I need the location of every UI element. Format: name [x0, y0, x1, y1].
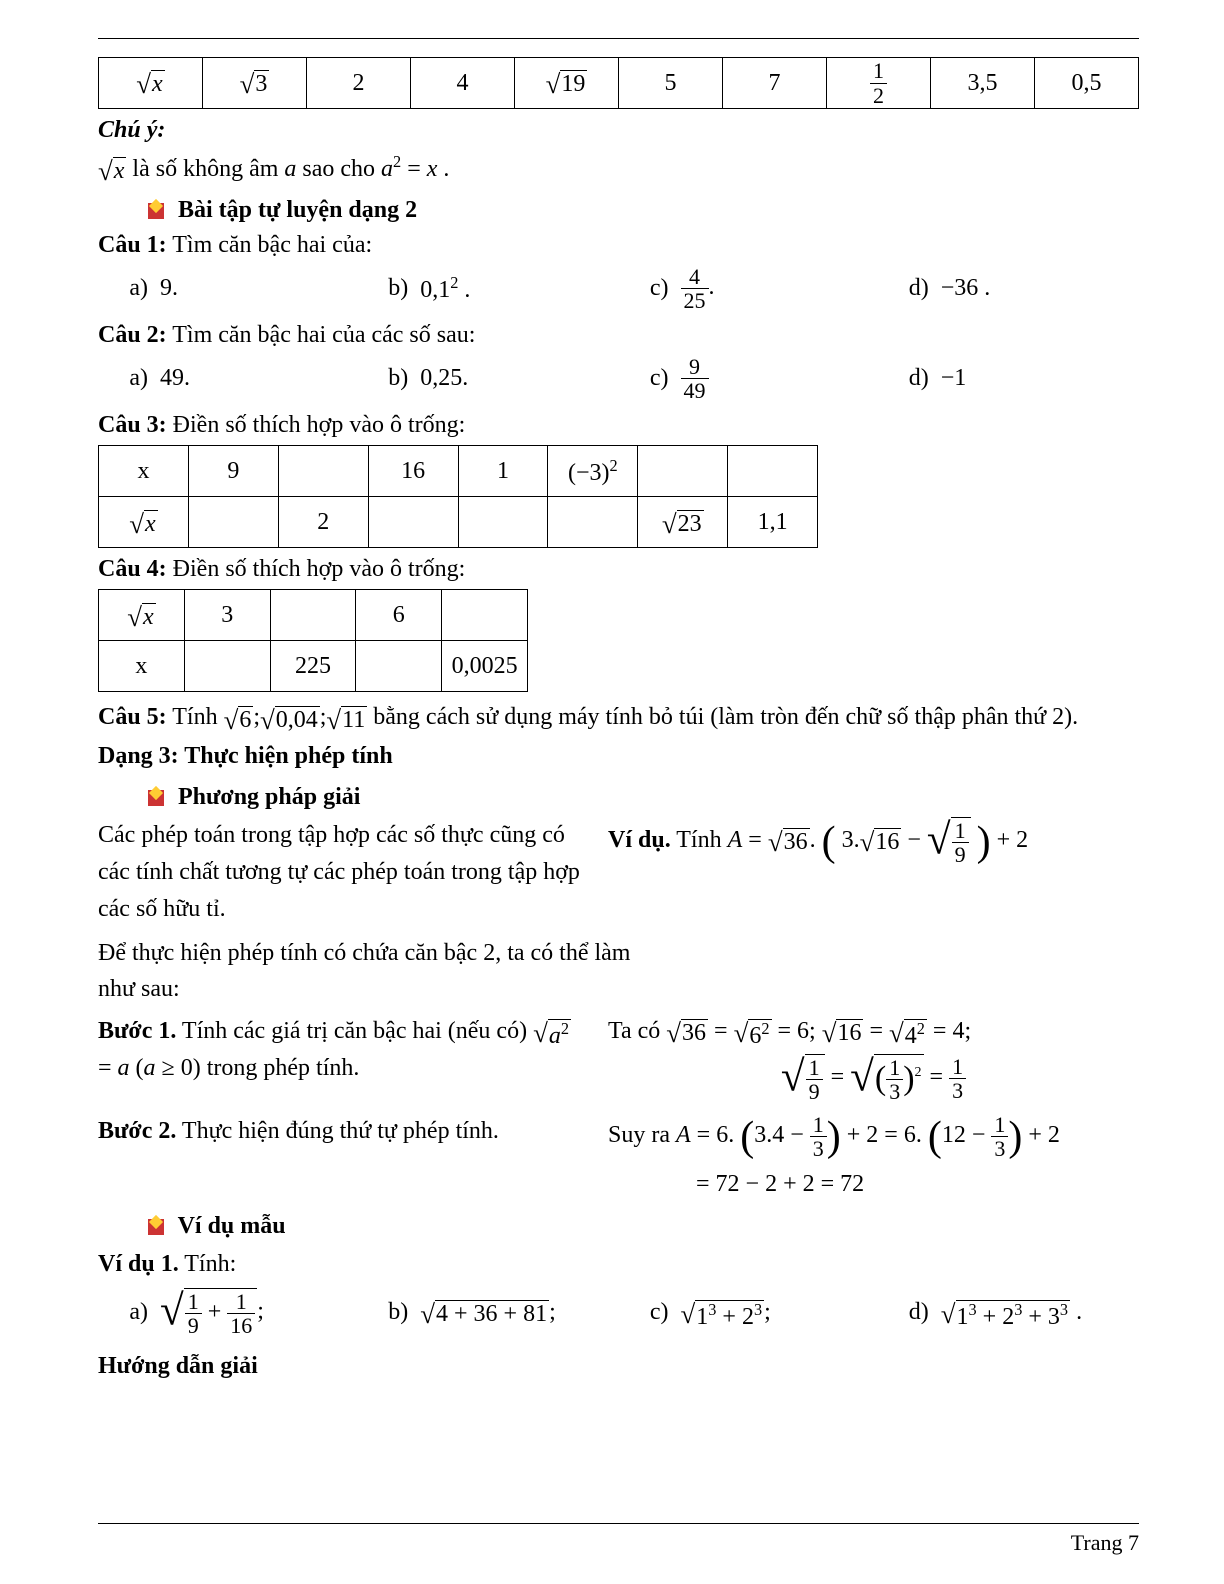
cell: 2: [307, 58, 411, 109]
cell: [638, 446, 728, 497]
right-col: Ví dụ. Tính A = √36. ( 3.√16 − √19 ) + 2: [608, 817, 1139, 929]
cell: √3: [203, 58, 307, 109]
text: a: [284, 156, 296, 182]
opt: −36 .: [941, 275, 991, 302]
cau4-table: √x 3 6 x 225 0,0025: [98, 589, 528, 692]
math-line2: = 72 − 2 + 2 = 72: [608, 1166, 1139, 1203]
cell: 9: [188, 446, 278, 497]
cau5: Câu 5: Tính √6;√0,04;√11 bằng cách sử dụ…: [98, 704, 1139, 732]
bullet-icon: [148, 1219, 164, 1235]
cell: √23: [638, 497, 728, 548]
chu-y-line: √x là số không âm a sao cho a2 = x .: [98, 150, 1139, 187]
opt: 949: [681, 355, 709, 402]
opt: 0,12 .: [420, 273, 470, 304]
bullet-icon: [148, 790, 164, 806]
left-col: Các phép toán trong tập hợp các số thực …: [98, 817, 588, 929]
cell: 3: [184, 590, 270, 641]
vd1-options: a) √ 19 + 116 ; b) √4 + 36 + 81; c) √13 …: [98, 1288, 1139, 1337]
chu-y-label: Chú ý:: [98, 117, 1139, 144]
cell: 3,5: [931, 58, 1035, 109]
cell: [368, 497, 458, 548]
right-col: Ta có √36 = √62 = 6; √16 = √42 = 4; √19 …: [608, 1013, 1139, 1103]
cell: √x: [99, 58, 203, 109]
math: A = √36. ( 3.√16 − √19 ) + 2: [728, 827, 1029, 853]
right-col: Suy ra A = 6. (3.4 − 13) + 2 = 6. (12 − …: [608, 1113, 1139, 1203]
opt: √ 19 + 116 ;: [160, 1288, 264, 1337]
huongdan: Hướng dẫn giải: [98, 1348, 1139, 1384]
cell: x: [99, 641, 185, 692]
table-row: √x 3 6: [99, 590, 528, 641]
opt: 0,25.: [420, 365, 468, 392]
cell: 225: [270, 641, 356, 692]
cell: 5: [619, 58, 723, 109]
cau4: Câu 4: Điền số thích hợp vào ô trống:: [98, 556, 1139, 583]
table-row: x 225 0,0025: [99, 641, 528, 692]
cell: [458, 497, 548, 548]
opt: −1: [941, 365, 967, 392]
cell: [442, 590, 528, 641]
section-label: Phương pháp giải: [178, 784, 360, 810]
cell: (−3)2: [548, 446, 638, 497]
top-table: √x √3 2 4 √19 5 7 12 3,5 0,5: [98, 57, 1139, 109]
section-title: Bài tập tự luyện dạng 2: [148, 197, 1139, 224]
bottom-rule: [98, 1523, 1139, 1524]
text: Các phép toán trong tập hợp các số thực …: [98, 822, 580, 922]
left-text2: Để thực hiện phép tính có chứa căn bậc 2…: [98, 935, 658, 1007]
cell: [188, 497, 278, 548]
section-title: Ví dụ mẫu: [148, 1213, 1139, 1240]
cell: 0,0025: [442, 641, 528, 692]
page: √x √3 2 4 √19 5 7 12 3,5 0,5 Chú ý: √x l…: [0, 0, 1224, 1584]
cell: 1,1: [728, 497, 818, 548]
dang3-title: Dạng 3: Thực hiện phép tính: [98, 738, 1139, 774]
cau2-options: a)49. b)0,25. c)949 d)−1: [98, 355, 1139, 402]
left-col: Bước 2. Thực hiện đúng thứ tự phép tính.: [98, 1113, 588, 1203]
cell: √19: [515, 58, 619, 109]
top-rule: [98, 38, 1139, 39]
cau3: Câu 3: Điền số thích hợp vào ô trống:: [98, 412, 1139, 439]
cell: [356, 641, 442, 692]
opt: 9.: [160, 275, 178, 302]
opt: 425.: [681, 265, 715, 312]
cell: 4: [411, 58, 515, 109]
cau2: Câu 2: Tìm căn bậc hai của các số sau:: [98, 322, 1139, 349]
cell: [184, 641, 270, 692]
section-title: Phương pháp giải: [148, 784, 1139, 811]
opt: √4 + 36 + 81;: [420, 1299, 556, 1327]
cell: [728, 446, 818, 497]
cell: 2: [278, 497, 368, 548]
cell: √x: [99, 590, 185, 641]
page-number: Trang 7: [1071, 1530, 1139, 1556]
cell: 7: [723, 58, 827, 109]
bullet-icon: [148, 203, 164, 219]
cell: 16: [368, 446, 458, 497]
two-col: Các phép toán trong tập hợp các số thực …: [98, 817, 1139, 929]
cau1: Câu 1: Tìm căn bậc hai của:: [98, 232, 1139, 259]
cell: 1: [458, 446, 548, 497]
cell: 6: [356, 590, 442, 641]
section-label: Bài tập tự luyện dạng 2: [178, 197, 417, 223]
text: a2 = x .: [381, 156, 449, 182]
buoc2-row: Bước 2. Thực hiện đúng thứ tự phép tính.…: [98, 1113, 1139, 1203]
opt: √13 + 23 + 33 .: [941, 1299, 1082, 1327]
text: sao cho: [296, 156, 381, 182]
cell: 0,5: [1035, 58, 1139, 109]
cell: [278, 446, 368, 497]
vd1: Ví dụ 1. Tính:: [98, 1246, 1139, 1282]
cell: √x: [99, 497, 189, 548]
table-row: x 9 16 1 (−3)2: [99, 446, 818, 497]
text: là số không âm: [132, 156, 284, 182]
opt: √13 + 23;: [681, 1299, 771, 1327]
cell: 12: [827, 58, 931, 109]
table-row: √x √3 2 4 √19 5 7 12 3,5 0,5: [99, 58, 1139, 109]
section-label: Ví dụ mẫu: [178, 1213, 286, 1239]
cell: [548, 497, 638, 548]
cell: x: [99, 446, 189, 497]
table-row: √x 2 √23 1,1: [99, 497, 818, 548]
cell: [270, 590, 356, 641]
cau1-options: a)9. b)0,12 . c)425. d)−36 .: [98, 265, 1139, 312]
cau3-table: x 9 16 1 (−3)2 √x 2 √23 1,1: [98, 445, 818, 548]
buoc1-row: Bước 1. Tính các giá trị căn bậc hai (nế…: [98, 1013, 1139, 1103]
left-col: Bước 1. Tính các giá trị căn bậc hai (nế…: [98, 1013, 588, 1103]
opt: 49.: [160, 365, 190, 392]
